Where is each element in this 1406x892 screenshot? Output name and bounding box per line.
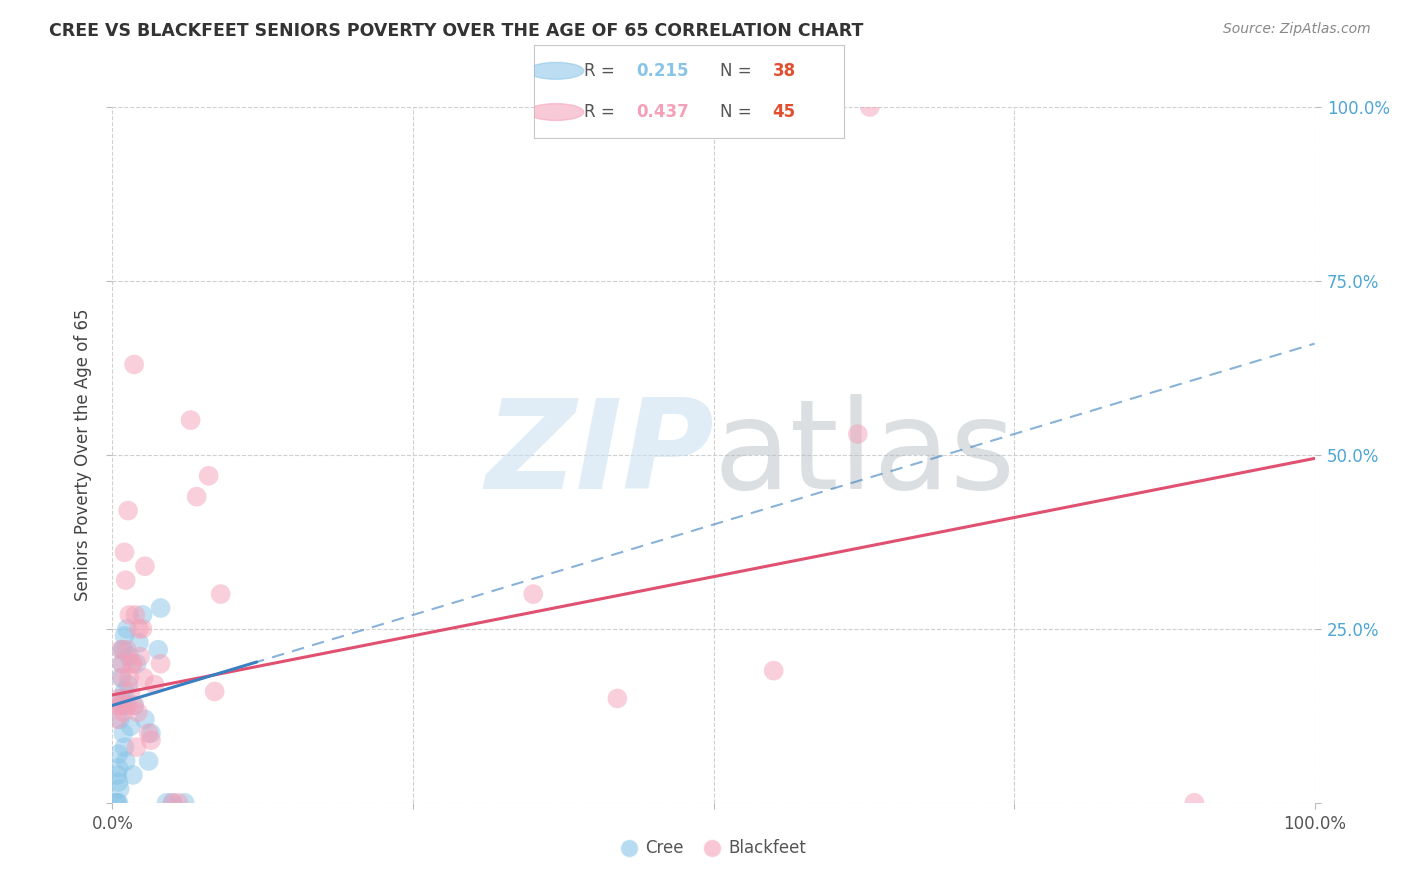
Point xyxy=(204,684,226,698)
Point xyxy=(118,671,141,685)
Point xyxy=(111,691,134,706)
Text: Source: ZipAtlas.com: Source: ZipAtlas.com xyxy=(1223,22,1371,37)
Point xyxy=(129,649,152,664)
Point xyxy=(128,636,150,650)
Point xyxy=(110,671,132,685)
Point xyxy=(120,684,142,698)
Point xyxy=(107,747,129,761)
Point xyxy=(522,587,544,601)
Point xyxy=(111,671,134,685)
Point xyxy=(762,664,785,678)
Point xyxy=(105,712,128,726)
Point xyxy=(107,796,129,810)
Text: atlas: atlas xyxy=(713,394,1015,516)
Point xyxy=(186,490,208,504)
Point xyxy=(107,761,129,775)
Point xyxy=(127,706,149,720)
Point xyxy=(108,781,131,796)
Point xyxy=(128,622,150,636)
Text: R =: R = xyxy=(583,62,620,79)
Point xyxy=(125,740,148,755)
Point xyxy=(122,358,145,372)
Point xyxy=(606,691,628,706)
Point xyxy=(110,698,132,713)
Point xyxy=(146,642,169,657)
Point xyxy=(122,698,145,713)
Text: 45: 45 xyxy=(772,103,796,121)
Point xyxy=(134,712,156,726)
Point xyxy=(846,427,869,442)
Point xyxy=(143,677,166,691)
Point xyxy=(112,706,135,720)
Point xyxy=(138,726,160,740)
Point xyxy=(110,642,132,657)
Point xyxy=(114,698,136,713)
Point xyxy=(105,796,128,810)
Point xyxy=(173,796,195,810)
Point xyxy=(149,601,172,615)
Point xyxy=(114,754,136,768)
Point xyxy=(138,754,160,768)
Text: N =: N = xyxy=(720,103,756,121)
Point xyxy=(112,642,135,657)
Point xyxy=(139,726,162,740)
Point xyxy=(114,545,136,559)
Point xyxy=(117,503,139,517)
Point xyxy=(122,768,145,782)
Point xyxy=(110,698,132,713)
Point xyxy=(120,719,142,733)
Text: ZIP: ZIP xyxy=(485,394,713,516)
Point xyxy=(117,677,139,691)
Point xyxy=(121,657,143,671)
Point xyxy=(167,796,190,810)
Point xyxy=(162,796,184,810)
Circle shape xyxy=(529,62,583,79)
Point xyxy=(107,691,129,706)
Point xyxy=(197,468,219,483)
Point xyxy=(124,607,146,622)
Text: CREE VS BLACKFEET SENIORS POVERTY OVER THE AGE OF 65 CORRELATION CHART: CREE VS BLACKFEET SENIORS POVERTY OVER T… xyxy=(49,22,863,40)
Point xyxy=(114,573,136,587)
Point xyxy=(117,698,139,713)
Point xyxy=(108,712,131,726)
Text: 0.215: 0.215 xyxy=(637,62,689,79)
Point xyxy=(162,796,184,810)
Point xyxy=(114,740,136,755)
Point xyxy=(112,726,135,740)
Point xyxy=(105,796,128,810)
Circle shape xyxy=(529,103,583,120)
Point xyxy=(111,657,134,671)
Point xyxy=(122,698,145,713)
Text: N =: N = xyxy=(720,62,756,79)
Point xyxy=(114,684,136,698)
Y-axis label: Seniors Poverty Over the Age of 65: Seniors Poverty Over the Age of 65 xyxy=(73,309,91,601)
Point xyxy=(149,657,172,671)
Point xyxy=(131,607,153,622)
Point xyxy=(209,587,232,601)
Point xyxy=(118,649,141,664)
Text: R =: R = xyxy=(583,103,620,121)
Point xyxy=(131,622,153,636)
Point xyxy=(132,671,155,685)
Legend: Cree, Blackfeet: Cree, Blackfeet xyxy=(613,833,814,864)
Point xyxy=(118,607,141,622)
Point xyxy=(180,413,202,427)
Point xyxy=(1184,796,1206,810)
Point xyxy=(125,657,148,671)
Text: 0.437: 0.437 xyxy=(637,103,689,121)
Point xyxy=(859,100,882,114)
Point xyxy=(105,768,128,782)
Point xyxy=(115,642,138,657)
Point xyxy=(115,622,138,636)
Point xyxy=(108,698,131,713)
Point xyxy=(111,642,134,657)
Point xyxy=(107,775,129,789)
Point xyxy=(139,733,162,747)
Text: 38: 38 xyxy=(772,62,796,79)
Point xyxy=(114,629,136,643)
Point xyxy=(122,657,145,671)
Point xyxy=(134,559,156,574)
Point xyxy=(111,657,134,671)
Point xyxy=(155,796,177,810)
